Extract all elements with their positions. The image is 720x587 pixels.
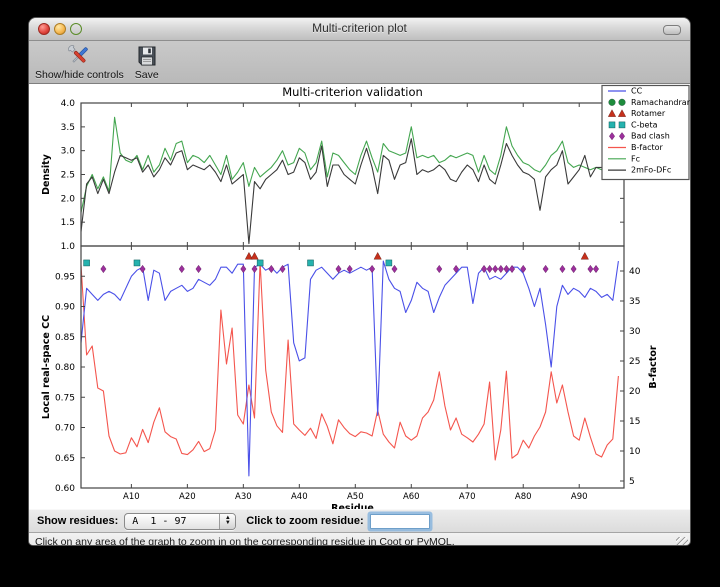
arrow-down-icon: ▼ (225, 521, 231, 526)
svg-text:A20: A20 (179, 492, 196, 502)
svg-text:0.95: 0.95 (55, 272, 75, 282)
svg-text:A40: A40 (291, 492, 308, 502)
multi-criterion-plot-svg[interactable]: Multi-criterion validation A10 A20 A30 A40 A5… (29, 84, 691, 509)
status-bar: Click on any area of the graph to zoom i… (29, 533, 690, 546)
status-text: Click on any area of the graph to zoom i… (29, 536, 455, 546)
svg-text:2.0: 2.0 (61, 194, 76, 204)
svg-text:1.0: 1.0 (61, 242, 76, 252)
svg-text:0.85: 0.85 (55, 333, 75, 343)
svg-text:Bad clash: Bad clash (631, 132, 670, 141)
desktop-background: Multi-criterion plot (0, 0, 720, 587)
svg-text:Ramachandran: Ramachandran (631, 98, 691, 107)
svg-text:A70: A70 (459, 492, 476, 502)
svg-text:0.80: 0.80 (55, 363, 75, 373)
svg-text:15: 15 (629, 417, 640, 427)
show-hide-controls-button[interactable]: Show/hide controls (35, 41, 124, 81)
svg-text:Fc: Fc (631, 154, 640, 163)
save-label: Save (135, 69, 159, 81)
svg-text:4.0: 4.0 (61, 99, 76, 109)
svg-text:A50: A50 (347, 492, 364, 502)
svg-text:20: 20 (629, 387, 641, 397)
bottom-plot-area[interactable] (81, 246, 624, 488)
toolbar: Show/hide controls Save (29, 41, 690, 84)
svg-text:30: 30 (629, 327, 641, 337)
svg-text:A80: A80 (515, 492, 532, 502)
show-hide-controls-label: Show/hide controls (35, 69, 124, 81)
plot-title: Multi-criterion validation (282, 85, 423, 99)
stepper-arrows-icon[interactable]: ▲ ▼ (219, 514, 235, 529)
top-plot-area[interactable] (81, 103, 624, 246)
multi-criterion-plot-window: Multi-criterion plot (28, 17, 691, 546)
resize-grip[interactable] (676, 537, 688, 546)
svg-text:2mFo-DFc: 2mFo-DFc (631, 166, 671, 175)
svg-text:0.60: 0.60 (55, 484, 75, 494)
svg-text:A60: A60 (403, 492, 420, 502)
svg-text:C-beta: C-beta (631, 120, 658, 129)
toolbar-toggle-button[interactable] (663, 25, 681, 35)
svg-text:Rotamer: Rotamer (631, 109, 666, 118)
density-axis-label: Density (41, 153, 52, 195)
cc-axis-label: Local real-space CC (41, 315, 52, 419)
window-title: Multi-criterion plot (29, 21, 690, 35)
title-bar[interactable]: Multi-criterion plot (29, 18, 690, 41)
controls-bar: Show residues: A 1 - 97 ▲ ▼ Click to zoo… (29, 509, 690, 533)
plot-canvas[interactable]: Multi-criterion validation A10 A20 A30 A40 A5… (29, 84, 690, 509)
svg-text:A90: A90 (571, 492, 588, 502)
svg-text:CC: CC (631, 87, 643, 96)
bfactor-axis-label: B-factor (648, 345, 659, 388)
svg-text:2.5: 2.5 (61, 171, 75, 181)
svg-text:0.65: 0.65 (55, 454, 75, 464)
show-residues-label: Show residues: (37, 515, 118, 527)
legend: CC Ramachandran Rotamer C-beta Bad clash B-fa… (602, 86, 691, 180)
svg-text:0.90: 0.90 (55, 303, 75, 313)
svg-text:B-factor: B-factor (631, 143, 664, 152)
svg-text:40: 40 (629, 267, 641, 277)
show-residues-value: A 1 - 97 (125, 516, 219, 527)
svg-text:10: 10 (629, 447, 641, 457)
svg-text:3.5: 3.5 (61, 123, 75, 133)
svg-text:0.70: 0.70 (55, 424, 75, 434)
save-icon (134, 43, 160, 69)
svg-text:A30: A30 (235, 492, 252, 502)
show-residues-select[interactable]: A 1 - 97 ▲ ▼ (124, 513, 236, 530)
svg-text:25: 25 (629, 357, 640, 367)
svg-text:5: 5 (629, 477, 635, 487)
zoom-residue-input[interactable] (370, 514, 430, 529)
svg-text:A10: A10 (123, 492, 140, 502)
zoom-residue-label: Click to zoom residue: (246, 515, 363, 527)
svg-text:3.0: 3.0 (61, 147, 76, 157)
svg-text:35: 35 (629, 297, 640, 307)
tools-icon (66, 43, 92, 69)
svg-text:0.75: 0.75 (55, 393, 75, 403)
svg-text:1.5: 1.5 (61, 218, 75, 228)
save-button[interactable]: Save (134, 41, 160, 81)
